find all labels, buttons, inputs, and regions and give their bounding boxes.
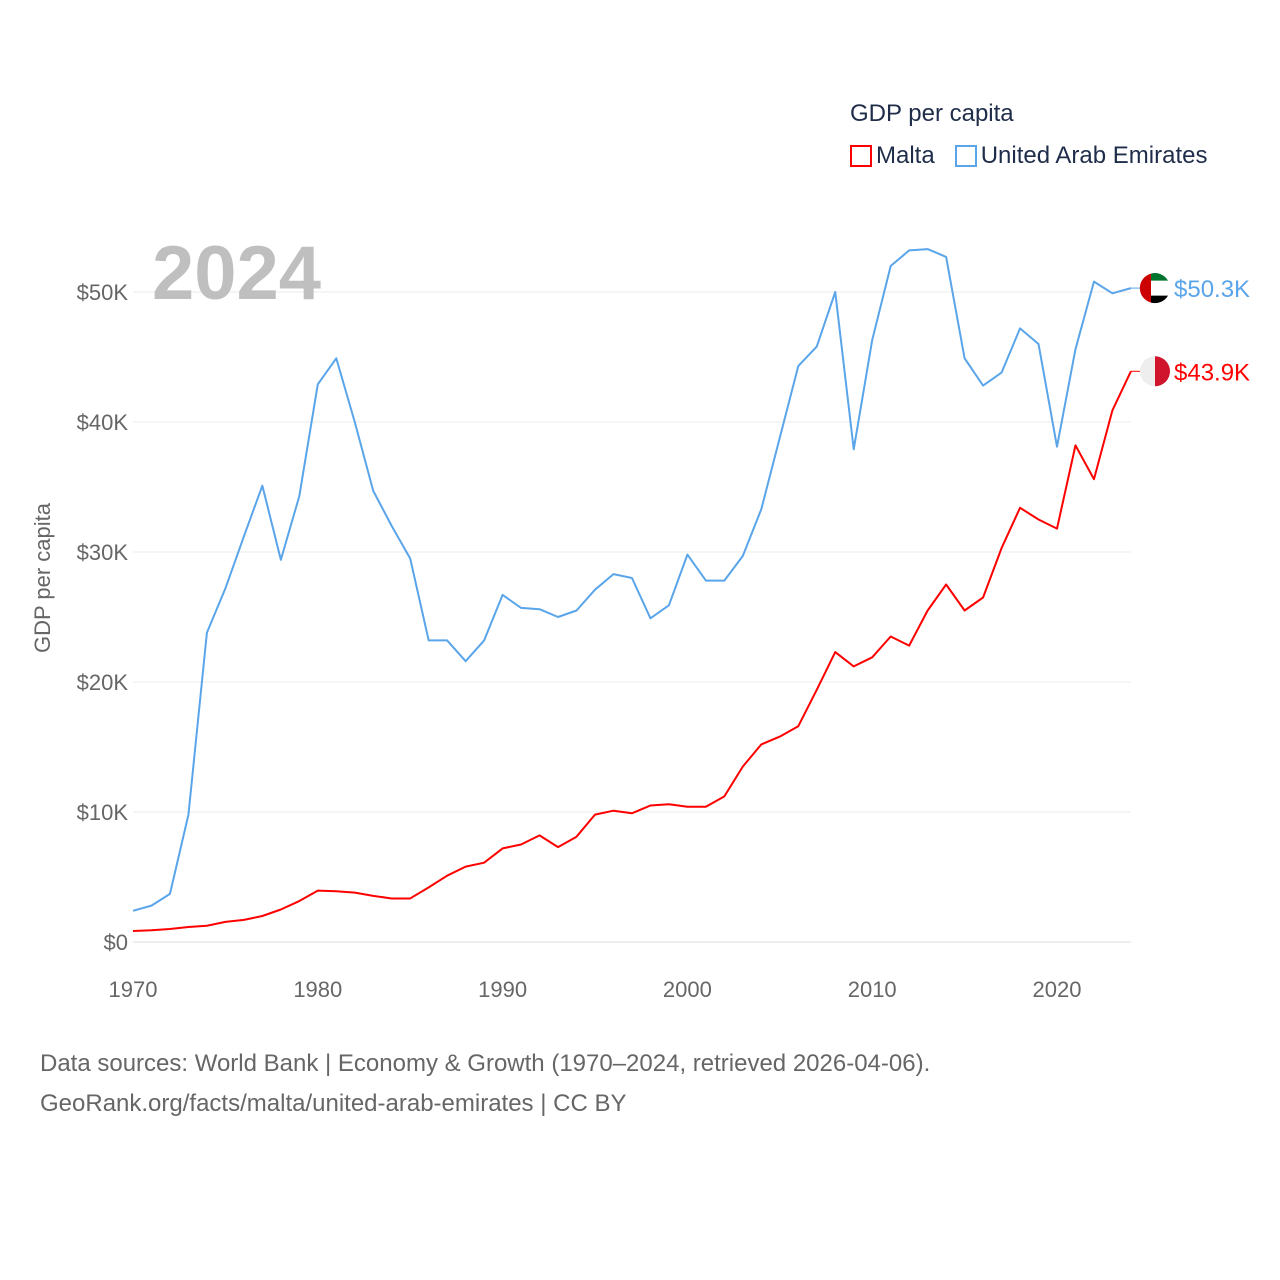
uae-swatch <box>954 145 977 167</box>
legend-label: Malta <box>876 142 935 169</box>
legend: Malta United Arab Emirates <box>850 142 1221 170</box>
footer: Data sources: World Bank | Economy & Gro… <box>40 1044 930 1124</box>
y-tick-label: $10K <box>77 800 129 825</box>
uae-line <box>132 248 1132 912</box>
legend-title: GDP per capita <box>850 100 1014 127</box>
malta-end-label: $43.9K <box>1174 359 1250 386</box>
x-tick-label: 2000 <box>663 977 712 1002</box>
y-tick-label: $50K <box>77 280 129 305</box>
legend-item-malta[interactable]: Malta <box>850 142 935 170</box>
uae-end-label: $50.3K <box>1174 276 1250 303</box>
year-label: 2024 <box>152 231 322 316</box>
uae-flag-icon <box>1151 295 1168 304</box>
y-tick-label: $40K <box>77 410 129 435</box>
x-tick-label: 1970 <box>109 977 158 1002</box>
uae-flag-icon <box>1151 273 1168 281</box>
legend-label: United Arab Emirates <box>980 142 1208 169</box>
x-tick-label: 1990 <box>478 977 527 1002</box>
malta-flag-icon <box>1155 356 1171 387</box>
y-tick-label: $20K <box>77 670 129 695</box>
x-tick-label: 2020 <box>1033 977 1082 1002</box>
y-tick-label: $30K <box>77 540 129 565</box>
y-axis-label: GDP per capita <box>30 502 55 653</box>
legend-item-uae[interactable]: United Arab Emirates <box>954 142 1208 170</box>
malta-line <box>132 370 1132 932</box>
data-sources: Data sources: World Bank | Economy & Gro… <box>40 1050 931 1077</box>
source-link[interactable]: GeoRank.org/facts/malta/united-arab-emir… <box>40 1090 627 1117</box>
uae-flag-icon <box>1139 273 1151 303</box>
y-tick-label: $0 <box>104 930 128 955</box>
x-tick-label: 1980 <box>293 977 342 1002</box>
malta-swatch <box>850 145 872 167</box>
x-tick-label: 2010 <box>848 977 897 1002</box>
